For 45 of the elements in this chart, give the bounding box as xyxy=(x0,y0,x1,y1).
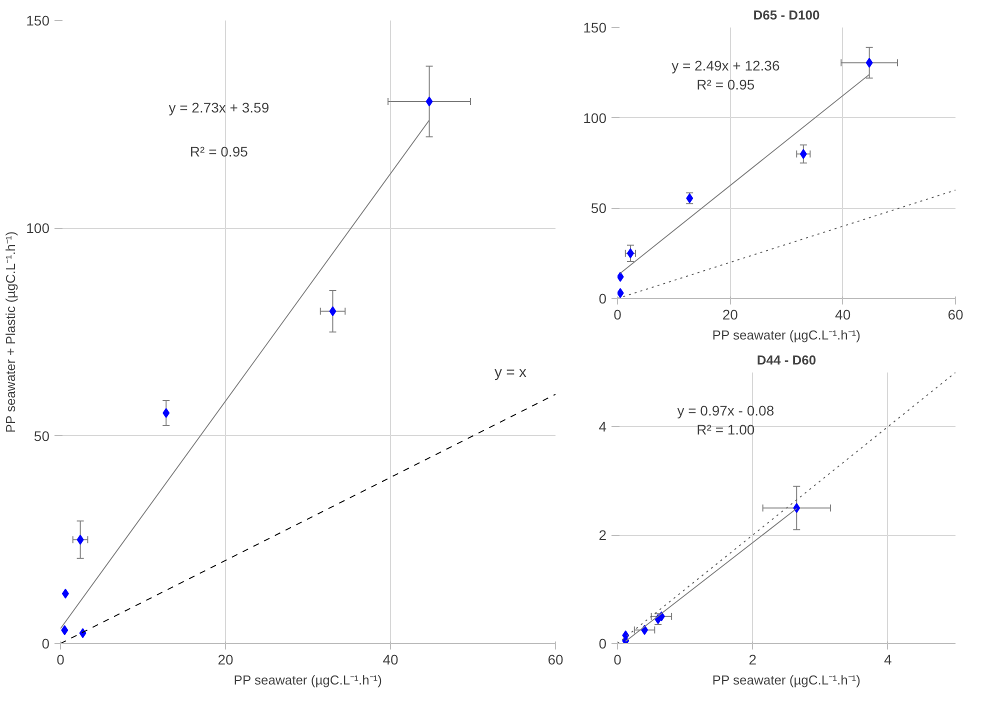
point xyxy=(62,588,69,599)
point xyxy=(426,96,433,106)
series-label: y = x xyxy=(494,364,528,381)
annotation: y = 0.97x - 0.08 xyxy=(677,402,774,418)
annotation: R² = 0.95 xyxy=(696,76,755,92)
point xyxy=(793,503,800,513)
x-tick-label: 20 xyxy=(218,652,234,668)
y-tick-label: 0 xyxy=(598,290,607,306)
x-tick-label: 40 xyxy=(835,306,851,322)
x-tick-label: 0 xyxy=(614,652,622,668)
y-tick-label: 50 xyxy=(34,428,50,444)
point xyxy=(162,408,170,418)
x-tick-label: 2 xyxy=(748,652,757,668)
point xyxy=(626,248,634,258)
y-tick-label: 100 xyxy=(583,110,607,126)
x-axis-title: PP seawater (µgC.L⁻¹.h⁻¹) xyxy=(712,672,860,688)
x-tick-label: 60 xyxy=(948,306,964,322)
x-axis-title: PP seawater (µgC.L⁻¹.h⁻¹) xyxy=(234,672,382,688)
x-tick-label: 20 xyxy=(722,306,738,322)
x-tick-label: 40 xyxy=(382,652,398,668)
y-tick-label: 150 xyxy=(583,20,607,36)
annotation: y = 2.73x + 3.59 xyxy=(168,100,270,116)
y-tick-label: 2 xyxy=(598,527,607,544)
annotation: R² = 0.95 xyxy=(190,143,248,160)
point xyxy=(61,625,68,636)
point xyxy=(76,534,84,545)
chart-title: D65 - D100 xyxy=(753,8,820,22)
x-tick-label: 0 xyxy=(56,652,65,668)
point xyxy=(329,306,336,316)
y-tick-label: 50 xyxy=(590,200,607,216)
y-tick-label: 100 xyxy=(26,220,50,236)
annotation: R² = 1.00 xyxy=(696,421,755,438)
point xyxy=(866,58,873,68)
y-axis-title: PP seawater + Plastic (µgC.L⁻¹.h⁻¹) xyxy=(3,231,18,433)
point xyxy=(800,148,807,159)
chart-title: D44 - D60 xyxy=(756,352,816,368)
annotation: y = 2.49x + 12.36 xyxy=(672,57,780,74)
x-tick-label: 60 xyxy=(548,652,564,668)
y-tick-label: 4 xyxy=(598,418,607,435)
y-tick-label: 150 xyxy=(26,12,50,28)
y-tick-label: 0 xyxy=(598,636,607,652)
x-tick-label: 4 xyxy=(884,652,892,668)
x-tick-label: 0 xyxy=(614,306,622,322)
x-axis-title: PP seawater (µgC.L⁻¹.h⁻¹) xyxy=(712,328,860,342)
y-tick-label: 0 xyxy=(42,636,50,652)
